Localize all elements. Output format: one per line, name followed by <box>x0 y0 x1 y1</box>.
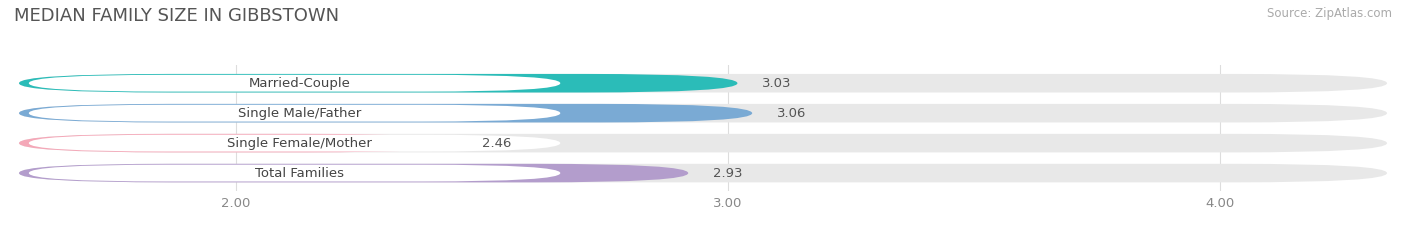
FancyBboxPatch shape <box>18 164 1386 182</box>
FancyBboxPatch shape <box>28 165 560 182</box>
Text: MEDIAN FAMILY SIZE IN GIBBSTOWN: MEDIAN FAMILY SIZE IN GIBBSTOWN <box>14 7 339 25</box>
Text: 3.06: 3.06 <box>778 107 806 120</box>
FancyBboxPatch shape <box>28 75 560 92</box>
Text: Source: ZipAtlas.com: Source: ZipAtlas.com <box>1267 7 1392 20</box>
Text: Single Female/Mother: Single Female/Mother <box>226 137 373 150</box>
FancyBboxPatch shape <box>18 104 752 123</box>
Text: 3.03: 3.03 <box>762 77 792 90</box>
Text: Total Families: Total Families <box>254 167 344 180</box>
FancyBboxPatch shape <box>18 134 1386 152</box>
FancyBboxPatch shape <box>28 135 560 151</box>
FancyBboxPatch shape <box>28 105 560 122</box>
FancyBboxPatch shape <box>18 74 737 93</box>
Text: Married-Couple: Married-Couple <box>249 77 350 90</box>
FancyBboxPatch shape <box>18 74 1386 93</box>
FancyBboxPatch shape <box>18 134 457 152</box>
FancyBboxPatch shape <box>18 164 688 182</box>
FancyBboxPatch shape <box>18 104 1386 123</box>
Text: 2.93: 2.93 <box>713 167 742 180</box>
Text: Single Male/Father: Single Male/Father <box>238 107 361 120</box>
Text: 2.46: 2.46 <box>481 137 510 150</box>
